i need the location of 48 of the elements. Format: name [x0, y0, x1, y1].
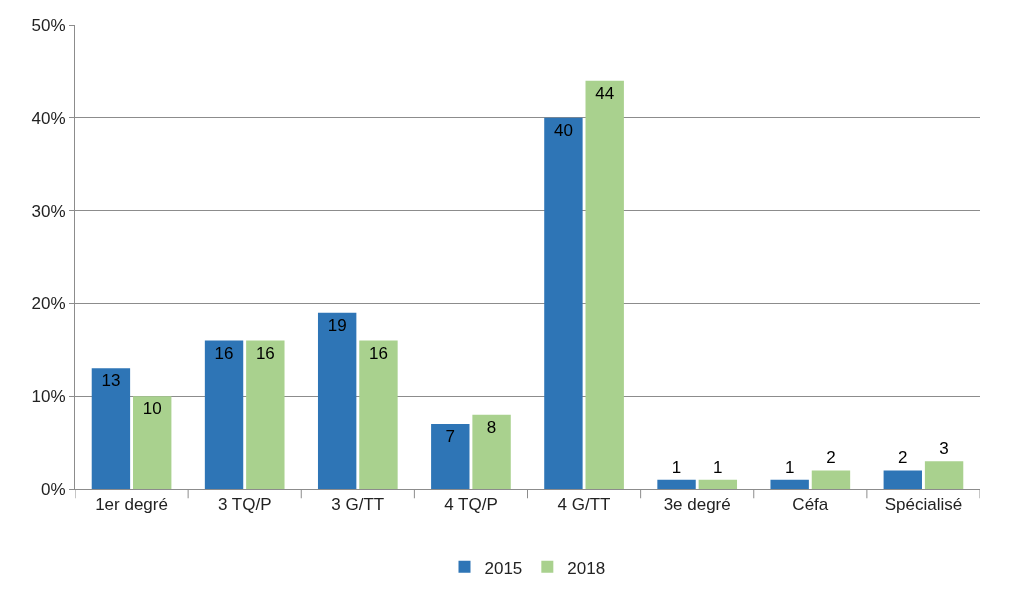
bar: [359, 340, 398, 489]
y-tick-label: 50%: [31, 15, 66, 35]
bar: [204, 340, 244, 489]
x-tick-label: Spécialisé: [884, 495, 963, 515]
y-tick-label: 10%: [31, 387, 66, 407]
x-tick-label: 4 TQ/P: [444, 495, 498, 515]
data-label: 1: [713, 457, 723, 477]
bar: [472, 414, 511, 489]
data-label: 16: [369, 343, 388, 363]
bar: [883, 470, 922, 489]
bar: [657, 479, 696, 489]
data-label: 13: [101, 371, 121, 391]
data-label: 3: [939, 439, 949, 459]
data-label: 10: [142, 399, 162, 419]
bar: [246, 340, 285, 489]
x-tick-label: 1er degré: [95, 495, 168, 515]
bar: [91, 368, 131, 489]
data-label: 44: [595, 83, 615, 103]
bar: [133, 396, 172, 489]
x-tick-label: 3 TQ/P: [217, 495, 272, 515]
bar: [770, 479, 809, 489]
bar: [811, 470, 851, 489]
data-label: 19: [327, 315, 347, 335]
data-label: 7: [445, 427, 456, 447]
y-tick-label: 30%: [31, 201, 66, 221]
bar: [544, 117, 583, 489]
x-tick-label: 4 G/TT: [557, 495, 611, 515]
data-label: 2: [898, 448, 908, 468]
x-tick-label: 3 G/TT: [331, 495, 385, 515]
data-label: 40: [553, 120, 573, 140]
data-label: 2: [826, 448, 836, 468]
data-label: 1: [671, 457, 682, 477]
legend-label: 2018: [567, 558, 606, 578]
y-tick-label: 0%: [41, 479, 66, 499]
bar: [431, 424, 470, 489]
bar: [585, 80, 624, 489]
data-label: 8: [486, 417, 497, 437]
legend-label: 2015: [484, 558, 523, 578]
x-tick-label: 3e degré: [663, 495, 731, 515]
x-tick-label: Céfa: [792, 495, 829, 515]
data-label: 16: [255, 343, 275, 363]
y-tick-label: 20%: [31, 294, 66, 314]
bar: [317, 312, 357, 489]
y-tick-label: 40%: [31, 108, 66, 128]
data-label: 16: [214, 343, 234, 363]
bar: [924, 461, 964, 489]
bar: [698, 479, 738, 489]
data-label: 1: [784, 457, 795, 477]
